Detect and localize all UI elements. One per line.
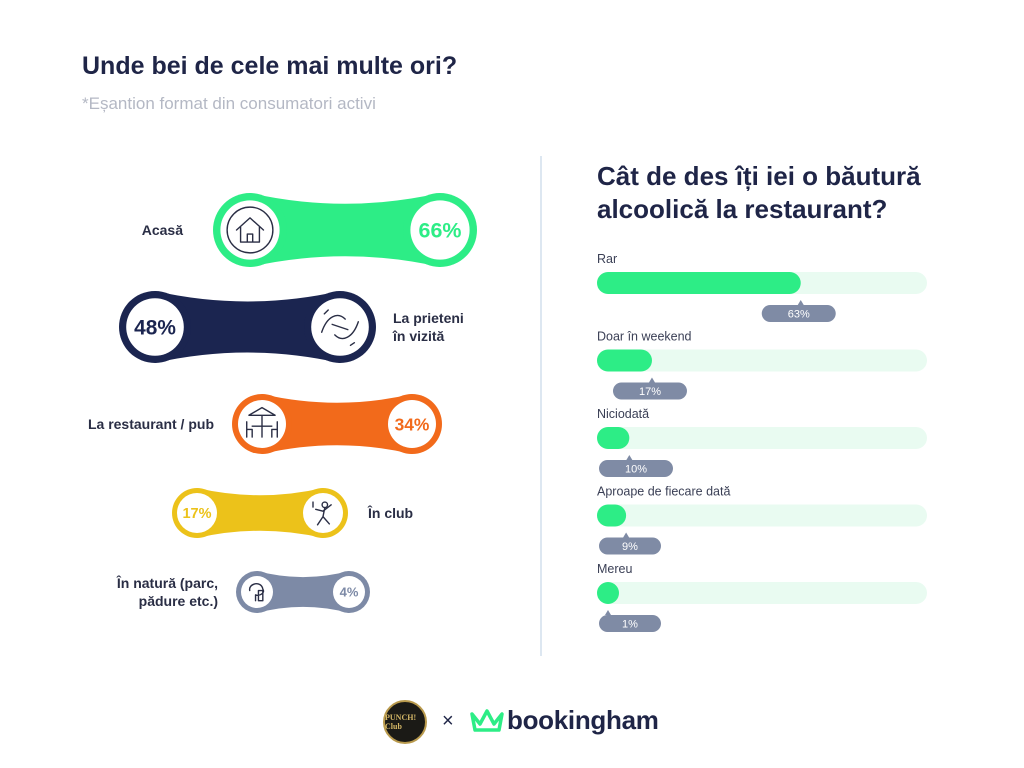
category-label-line: în vizită	[392, 328, 445, 344]
bar-category-label: Doar în weekend	[597, 330, 692, 344]
badge-pointer	[605, 610, 611, 615]
dumbbell-bar-1	[250, 193, 440, 267]
collab-separator: ×	[442, 710, 454, 732]
bar-fill	[597, 272, 801, 294]
bar-track	[597, 582, 927, 604]
bar-row-5: Mereu 1%	[597, 562, 927, 632]
bar-row-1: Rar 63%	[597, 252, 927, 322]
value-badge	[761, 305, 836, 322]
dumbbell-row-2: 48% La prieteni în vizită	[119, 291, 464, 363]
bar-row-3: Niciodată 10%	[597, 407, 927, 477]
badge-pointer	[626, 455, 633, 460]
restaurant-table-icon	[246, 406, 278, 438]
value-badge	[599, 460, 673, 477]
dumbbell-right-inner	[410, 200, 470, 260]
location-dumbbell-chart: 66% Acasă 48% La prieteni în vizită 34% La res…	[88, 193, 477, 613]
right-title-line-2: alcoolică la restaurant?	[597, 194, 888, 224]
house-icon	[226, 206, 274, 254]
bar-fill	[597, 349, 652, 372]
category-label-line: La prieteni	[393, 310, 464, 326]
value-badge	[612, 382, 687, 400]
bookingham-crown-icon	[470, 709, 504, 732]
category-label: În club	[367, 504, 413, 521]
dumbbell-left-inner	[241, 576, 273, 608]
value-label: 17%	[182, 506, 211, 522]
value-label: 66%	[419, 219, 462, 243]
value-badge-label: 17%	[639, 386, 661, 398]
dumbbell-row-4: 17% În club	[172, 488, 413, 538]
dumbbell-left-inner	[220, 200, 280, 260]
right-title-line-1: Cât de des îți iei o băutură	[597, 161, 921, 191]
badge-pointer	[797, 300, 804, 305]
right-chart-title: Cât de des îți iei o băutură alcoolică l…	[597, 160, 997, 226]
punch-logo: PUNCH! Club	[383, 700, 427, 744]
category-label: La prieteni în vizită	[392, 310, 464, 344]
badge-pointer	[623, 532, 630, 538]
dumbbell-left-inner	[126, 298, 184, 356]
bar-fill	[597, 504, 627, 527]
bar-track	[597, 349, 927, 372]
hands-icon	[320, 309, 360, 347]
vertical-divider	[540, 156, 542, 656]
value-badge	[599, 615, 661, 632]
category-label-line: La restaurant / pub	[88, 416, 214, 432]
bar-category-label: Aproape de fiecare dată	[597, 485, 730, 499]
dumbbell-bar-2	[155, 291, 340, 363]
bar-fill	[597, 582, 619, 604]
category-label-line: pădure etc.)	[139, 593, 218, 609]
dumbbell-right-inner	[388, 400, 436, 448]
value-badge-label: 10%	[625, 464, 647, 476]
bookingham-logo-text: bookingham	[507, 705, 659, 735]
dumbbell-row-1: 66% Acasă	[142, 193, 477, 267]
bar-track	[597, 427, 927, 449]
left-chart-subtitle: *Eșantion format din consumatori activi	[82, 94, 376, 113]
bar-category-label: Rar	[597, 252, 617, 266]
category-label: La restaurant / pub	[88, 416, 214, 432]
dumbbell-right-inner	[333, 576, 365, 608]
bar-row-2: Doar în weekend 17%	[597, 330, 927, 400]
bar-category-label: Mereu	[597, 562, 632, 576]
bar-category-label: Niciodată	[597, 407, 649, 421]
category-label-line: Acasă	[142, 222, 183, 238]
dumbbell-left-inner	[177, 493, 217, 533]
dancer-icon	[312, 501, 332, 526]
category-label: În natură (parc, pădure etc.)	[116, 574, 218, 609]
dumbbell-bar-4	[197, 488, 323, 538]
dumbbell-bar-5	[257, 571, 349, 613]
frequency-bar-chart: Rar 63% Doar în weekend 17% Niciodată 10% Apro…	[597, 252, 927, 632]
value-badge-label: 1%	[622, 619, 638, 631]
value-badge-label: 9%	[622, 541, 638, 553]
bar-fill	[597, 427, 630, 449]
category-label: Acasă	[142, 222, 183, 238]
bar-track	[597, 504, 927, 527]
dumbbell-row-3: 34% La restaurant / pub	[88, 394, 442, 454]
left-chart-title: Unde bei de cele mai multe ori?	[82, 52, 458, 80]
category-label-line: În natură (parc,	[116, 574, 218, 591]
value-badge-label: 63%	[788, 309, 810, 321]
dumbbell-bar-3	[262, 394, 412, 454]
value-label: 34%	[395, 414, 430, 434]
category-label-line: În club	[367, 504, 413, 521]
value-label: 4%	[340, 585, 359, 600]
tree-house-icon	[249, 583, 265, 602]
dumbbell-row-5: 4% În natură (parc, pădure etc.)	[116, 571, 370, 613]
value-label: 48%	[134, 317, 176, 340]
badge-pointer	[648, 377, 655, 383]
bar-row-4: Aproape de fiecare dată 9%	[597, 485, 927, 555]
value-badge	[599, 537, 661, 555]
